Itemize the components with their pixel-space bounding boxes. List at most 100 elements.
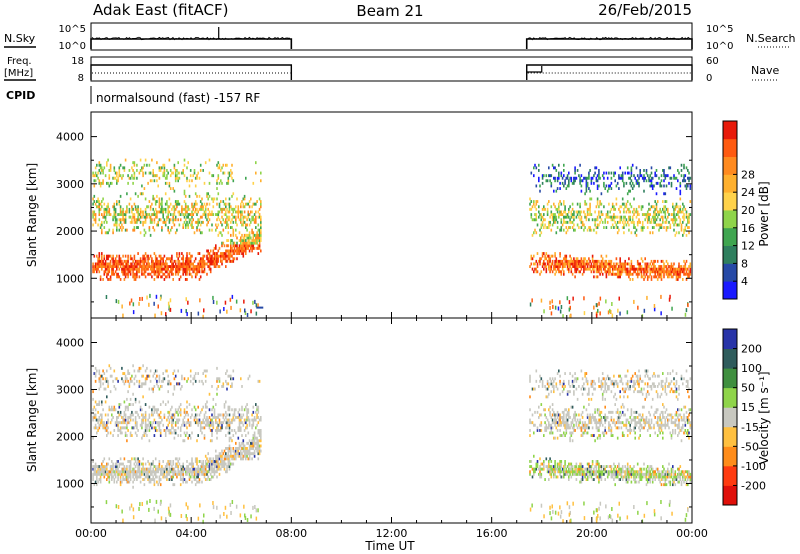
power-cell bbox=[198, 265, 201, 268]
power-cell bbox=[217, 176, 220, 180]
velocity-cell bbox=[218, 429, 221, 432]
power-cell bbox=[220, 179, 222, 183]
power-cell bbox=[570, 270, 573, 274]
power-cell bbox=[217, 265, 220, 268]
power-cell bbox=[132, 265, 134, 268]
power-cell bbox=[207, 257, 209, 261]
velocity-cell bbox=[530, 465, 533, 468]
power-cell bbox=[164, 259, 167, 263]
power-cell bbox=[211, 262, 213, 266]
velocity-cell bbox=[197, 423, 199, 427]
power-ground-scatter bbox=[132, 302, 135, 307]
power-cell bbox=[129, 270, 132, 274]
velocity-cell bbox=[245, 447, 247, 450]
velocity-cell bbox=[179, 434, 182, 437]
power-cell bbox=[551, 270, 554, 274]
velocity-cell bbox=[166, 426, 168, 430]
velocity-cell bbox=[251, 444, 253, 448]
power-cell bbox=[243, 236, 246, 240]
velocity-cell bbox=[194, 478, 197, 481]
power-cell bbox=[182, 259, 184, 263]
velocity-cell bbox=[137, 465, 139, 468]
velocity-cell bbox=[172, 426, 174, 430]
power-cell bbox=[653, 210, 655, 214]
power-cell bbox=[188, 257, 191, 261]
velocity-cell bbox=[243, 408, 246, 412]
power-cell bbox=[122, 267, 124, 271]
velocity-cell bbox=[232, 454, 235, 458]
power-cell bbox=[589, 205, 591, 209]
velocity-cell bbox=[215, 454, 217, 458]
power-cell bbox=[142, 166, 144, 170]
power-cell bbox=[156, 262, 158, 266]
power-cell bbox=[673, 272, 675, 276]
power-cell bbox=[137, 218, 139, 222]
power-cell bbox=[258, 213, 261, 216]
velocity-cell bbox=[173, 431, 176, 435]
velocity-cell bbox=[186, 467, 188, 471]
power-cell bbox=[679, 210, 682, 214]
power-cell bbox=[596, 265, 599, 268]
velocity-cell bbox=[260, 449, 262, 453]
power-cell bbox=[108, 265, 111, 268]
power-cell bbox=[156, 267, 158, 271]
power-cell bbox=[598, 267, 600, 271]
velocity-cell bbox=[182, 480, 184, 484]
velocity-cell bbox=[109, 470, 112, 474]
velocity-cell bbox=[101, 416, 103, 419]
power-cell bbox=[232, 257, 235, 261]
power-cell bbox=[136, 262, 138, 266]
velocity-cell bbox=[199, 429, 202, 432]
power-cell bbox=[623, 226, 625, 229]
power-cell bbox=[169, 187, 172, 190]
velocity-cell bbox=[529, 377, 531, 381]
power-cell bbox=[629, 272, 631, 276]
power-cell bbox=[605, 270, 608, 274]
velocity-cell bbox=[554, 423, 556, 427]
power-cell bbox=[576, 202, 579, 206]
velocity-cell bbox=[163, 470, 166, 474]
velocity-cell bbox=[204, 405, 207, 409]
power-cell bbox=[108, 176, 111, 180]
power-cell bbox=[608, 187, 610, 190]
power-cell bbox=[162, 220, 164, 224]
power-cell bbox=[233, 252, 236, 255]
power-cell bbox=[573, 218, 575, 222]
power-cell bbox=[555, 231, 558, 235]
power-cell bbox=[187, 265, 189, 268]
power-cell bbox=[183, 192, 186, 196]
power-cell bbox=[253, 220, 256, 224]
power-cell bbox=[147, 181, 149, 185]
power-cell bbox=[96, 254, 98, 258]
power-cell bbox=[156, 161, 158, 165]
power-cell bbox=[548, 200, 550, 203]
power-cell bbox=[199, 169, 202, 172]
power-cell bbox=[144, 231, 147, 235]
power-cell bbox=[114, 171, 117, 175]
power-cell bbox=[614, 207, 616, 211]
velocity-cell bbox=[169, 478, 172, 481]
power-cell bbox=[231, 213, 233, 216]
velocity-cell bbox=[151, 423, 153, 427]
velocity-cell bbox=[188, 470, 191, 474]
velocity-cell bbox=[111, 470, 113, 474]
power-cell bbox=[603, 171, 605, 175]
power-cell bbox=[590, 265, 593, 268]
velocity-cell bbox=[212, 416, 215, 419]
velocity-cell bbox=[98, 470, 101, 474]
velocity-cell bbox=[228, 436, 231, 440]
power-cell bbox=[201, 220, 203, 224]
power-cell bbox=[550, 228, 553, 232]
power-cell bbox=[191, 267, 193, 271]
power-cell bbox=[193, 210, 196, 214]
power-cell bbox=[236, 241, 238, 245]
power-cell bbox=[535, 213, 538, 216]
power-cell bbox=[663, 184, 665, 188]
power-ground-scatter bbox=[560, 305, 563, 309]
power-cell bbox=[654, 215, 656, 219]
velocity-cell bbox=[184, 480, 187, 484]
power-cell bbox=[580, 220, 583, 224]
power-cell bbox=[588, 207, 590, 211]
velocity-cell bbox=[545, 465, 548, 468]
power-cell bbox=[590, 197, 593, 201]
